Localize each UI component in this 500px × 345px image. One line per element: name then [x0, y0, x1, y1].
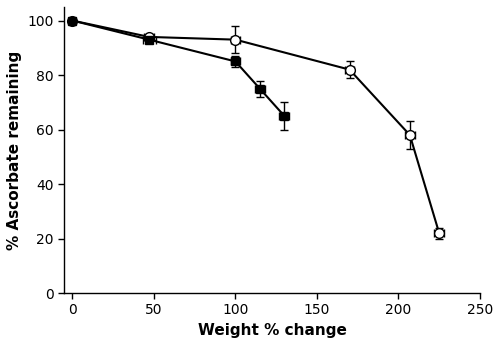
X-axis label: Weight % change: Weight % change	[198, 323, 346, 338]
Y-axis label: % Ascorbate remaining: % Ascorbate remaining	[7, 50, 22, 250]
